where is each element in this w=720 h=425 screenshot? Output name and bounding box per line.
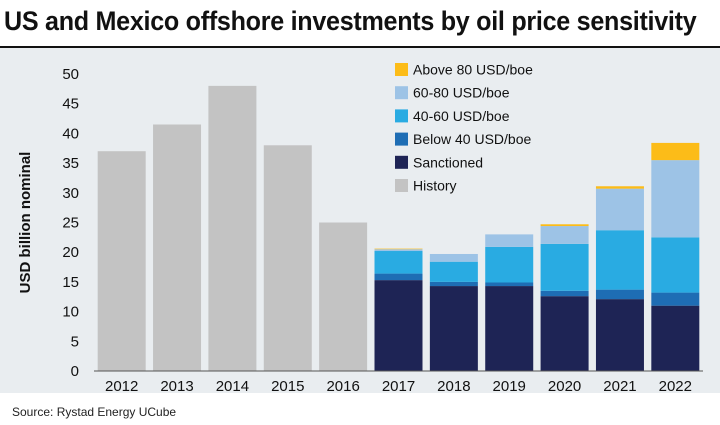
bar-2017-40-60-usd-boe bbox=[374, 251, 423, 274]
legend-label: Below 40 USD/boe bbox=[413, 131, 532, 147]
bar-2022-60-80-usd-boe bbox=[651, 160, 700, 238]
y-axis-label: USD billion nominal bbox=[17, 152, 34, 294]
legend-swatch bbox=[395, 132, 408, 146]
y-tick-label: 5 bbox=[71, 333, 79, 350]
y-axis-ticks: 0 5 10 15 20 25 30 35 40 45 50 bbox=[62, 66, 79, 380]
bar-2021-sanctioned bbox=[595, 299, 644, 371]
legend-swatch bbox=[395, 109, 408, 123]
bar-2020-below-40-usd-boe bbox=[540, 290, 589, 297]
bar-2020-sanctioned bbox=[540, 296, 589, 371]
x-tick-label: 2018 bbox=[437, 378, 470, 393]
bar-2018-below-40-usd-boe bbox=[429, 281, 478, 287]
bar-2017-below-40-usd-boe bbox=[374, 273, 423, 281]
y-tick-label: 40 bbox=[62, 125, 79, 142]
y-tick-label: 45 bbox=[62, 96, 79, 113]
bar-2021-60-80-usd-boe bbox=[595, 188, 644, 231]
bar-2016-history bbox=[319, 222, 368, 371]
x-axis-ticks: 2012 2013 2014 2015 2016 2017 2018 2019 2020 2021… bbox=[105, 378, 692, 393]
y-tick-label: 50 bbox=[62, 66, 79, 83]
x-tick-label: 2017 bbox=[382, 378, 415, 393]
bar-2013-history bbox=[153, 124, 202, 372]
bar-2018-sanctioned bbox=[429, 286, 478, 371]
bar-2022-40-60-usd-boe bbox=[651, 237, 700, 293]
bar-2022-sanctioned bbox=[651, 305, 700, 371]
bar-2020-60-80-usd-boe bbox=[540, 226, 589, 244]
x-tick-label: 2013 bbox=[160, 378, 193, 393]
bar-2022-below-40-usd-boe bbox=[651, 292, 700, 306]
legend-label: Sanctioned bbox=[413, 154, 483, 170]
bar-2019-40-60-usd-boe bbox=[485, 246, 534, 283]
bar-2019-60-80-usd-boe bbox=[485, 234, 534, 247]
bar-2018-60-80-usd-boe bbox=[429, 253, 478, 262]
x-tick-label: 2016 bbox=[326, 378, 359, 393]
legend: Above 80 USD/boe 60-80 USD/boe 40-60 USD/b… bbox=[395, 62, 533, 194]
x-tick-label: 2022 bbox=[659, 378, 692, 393]
y-tick-label: 35 bbox=[62, 155, 79, 172]
plot-area: 0 5 10 15 20 25 30 35 40 45 50 2012 2013 2014 2015 201… bbox=[0, 48, 720, 393]
y-tick-label: 0 bbox=[71, 363, 79, 380]
bar-2021-40-60-usd-boe bbox=[595, 230, 644, 290]
bar-2014-history bbox=[208, 85, 257, 371]
bar-2017-60-80-usd-boe bbox=[374, 249, 423, 252]
y-tick-label: 20 bbox=[62, 244, 79, 261]
bar-2020-40-60-usd-boe bbox=[540, 243, 589, 291]
bar-2021-above-80-usd-boe bbox=[595, 186, 644, 189]
source-note: Source: Rystad Energy UCube bbox=[12, 405, 177, 419]
x-tick-label: 2015 bbox=[271, 378, 304, 393]
bar-2017-above-80-usd-boe bbox=[374, 248, 423, 250]
legend-label: 60-80 USD/boe bbox=[413, 85, 510, 101]
legend-swatch bbox=[395, 179, 408, 192]
legend-swatch bbox=[395, 86, 408, 100]
bar-2012-history bbox=[97, 151, 146, 371]
bar-2018-40-60-usd-boe bbox=[429, 261, 478, 282]
legend-swatch bbox=[395, 155, 408, 169]
legend-label: 40-60 USD/boe bbox=[413, 108, 510, 124]
x-tick-label: 2014 bbox=[216, 378, 249, 393]
y-tick-label: 30 bbox=[62, 185, 79, 202]
bar-2015-history bbox=[263, 145, 312, 371]
x-tick-label: 2019 bbox=[493, 378, 526, 393]
y-tick-label: 10 bbox=[62, 304, 79, 321]
legend-label: History bbox=[413, 178, 457, 194]
chart-title: US and Mexico offshore investments by oi… bbox=[4, 6, 697, 36]
bar-2019-sanctioned bbox=[485, 286, 534, 371]
x-tick-label: 2020 bbox=[548, 378, 581, 393]
title-divider bbox=[0, 46, 720, 48]
y-tick-label: 25 bbox=[62, 215, 79, 232]
x-tick-label: 2012 bbox=[105, 378, 138, 393]
bars bbox=[97, 85, 700, 372]
title-bar: US and Mexico offshore investments by oi… bbox=[0, 0, 720, 48]
bar-2019-below-40-usd-boe bbox=[485, 282, 534, 287]
y-tick-label: 15 bbox=[62, 274, 79, 291]
bar-2020-above-80-usd-boe bbox=[540, 224, 589, 227]
bar-2022-above-80-usd-boe bbox=[651, 142, 700, 161]
bar-2021-below-40-usd-boe bbox=[595, 289, 644, 300]
legend-label: Above 80 USD/boe bbox=[413, 62, 533, 78]
bar-2017-sanctioned bbox=[374, 280, 423, 371]
legend-swatch bbox=[395, 63, 408, 76]
x-tick-label: 2021 bbox=[603, 378, 636, 393]
